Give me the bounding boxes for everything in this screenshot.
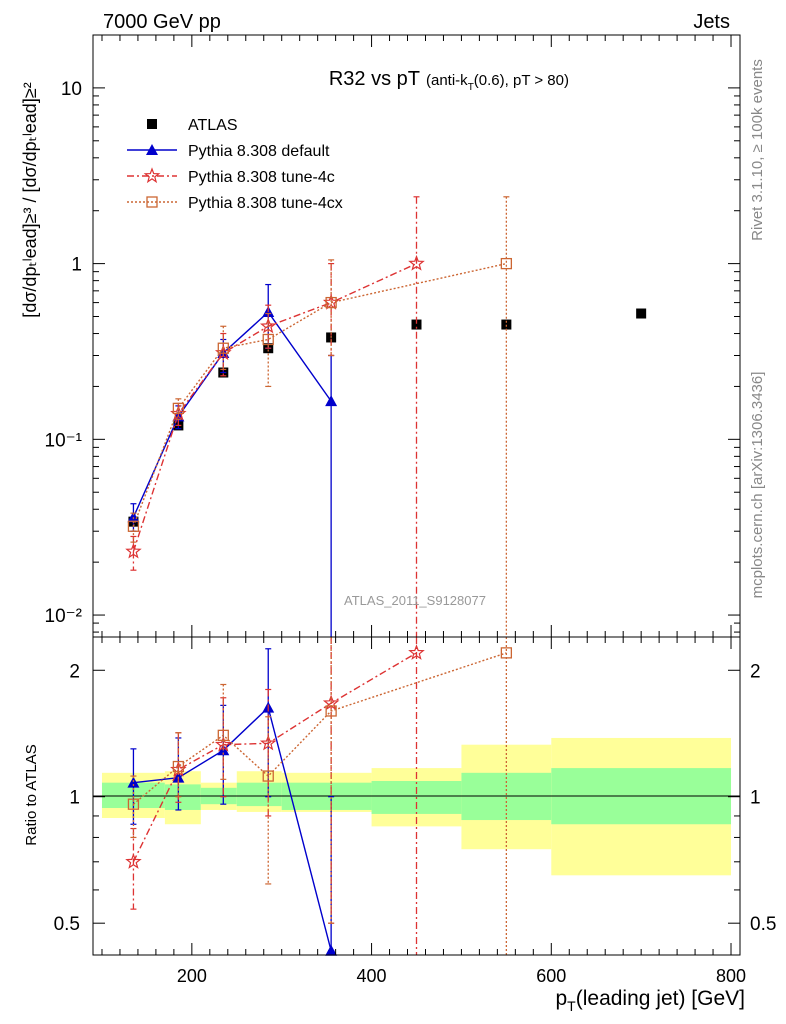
- pythia-8-308-tune-4c-line: [132, 262, 417, 552]
- x-tick-label: 200: [177, 966, 207, 986]
- band-inner-bin: [164, 784, 201, 810]
- ratio-y-tick-label-right: 0.5: [750, 914, 776, 935]
- x-axis-label-rest: (leading jet) [GeV]: [576, 987, 745, 1010]
- ratio-plot-series: [125, 637, 513, 956]
- plot-title-cut-suffix: (0.6), pT > 80): [474, 72, 569, 89]
- rivet-info: Rivet 3.1.10, ≥ 100k events: [749, 59, 766, 241]
- pythia-8-308-tune-4cx-point: [127, 520, 140, 532]
- ratio-y-tick-label-right: 2: [750, 661, 761, 682]
- header-right: Jets: [693, 11, 730, 33]
- main-y-tick-label: 10⁻¹: [45, 430, 83, 451]
- atlas-point: [501, 319, 512, 330]
- pythia-8-308-tune-4cx-point: [172, 760, 185, 773]
- ratio-y-tick-label-right: 1: [750, 788, 761, 809]
- pythia-8-308-tune-4c-legend-marker: [143, 167, 161, 184]
- pythia-8-308-tune-4cx-line: [132, 652, 507, 805]
- pythia-8-308-tune-4c-point: [125, 853, 142, 869]
- atlas-point: [411, 319, 422, 330]
- x-axis-label: pT(leading jet) [GeV]: [555, 987, 745, 1014]
- pythia-8-308-default-point: [325, 395, 338, 407]
- pythia-8-308-default-legend-marker: [146, 144, 158, 155]
- main-plot-series: [125, 196, 647, 637]
- pythia-8-308-tune-4cx-legend-label: Pythia 8.308 tune-4cx: [188, 195, 343, 212]
- ratio-y-axis-label: Ratio to ATLAS: [23, 744, 40, 845]
- atlas-legend-label: ATLAS: [188, 117, 238, 134]
- plot-title: R32 vs pT: [329, 68, 420, 90]
- pythia-8-308-tune-4c-point: [214, 735, 232, 752]
- legend: ATLAS Pythia 8.308 default Pythia 8.308 tu…: [127, 117, 343, 212]
- pythia-8-308-tune-4cx-point: [262, 770, 274, 782]
- pythia-8-308-tune-4cx-point: [217, 342, 229, 354]
- pythia-8-308-default-legend-label: Pythia 8.308 default: [188, 143, 330, 160]
- pythia-8-308-tune-4cx-point: [172, 402, 185, 415]
- pythia-8-308-tune-4c-point: [408, 644, 425, 660]
- pythia-8-308-tune-4cx-point: [325, 296, 337, 309]
- band-inner-bin: [236, 782, 282, 807]
- main-y-tick-label: 10⁻²: [45, 606, 83, 627]
- analysis-watermark: ATLAS_2011_S9128077: [344, 593, 486, 608]
- x-tick-label: 400: [357, 966, 387, 986]
- pythia-8-308-default-point: [127, 776, 140, 788]
- mcplots-info: mcplots.cern.ch [arXiv:1306.3436]: [749, 372, 766, 599]
- main-y-tick-label: 10: [61, 79, 82, 100]
- atlas-legend-marker: [147, 119, 157, 129]
- pythia-8-308-tune-4c-point: [125, 542, 142, 559]
- plot-title-cut-prefix: (anti-k: [426, 72, 468, 89]
- pythia-8-308-tune-4c-point: [259, 317, 277, 334]
- ratio-y-tick-label-left: 2: [69, 661, 80, 682]
- pythia-8-308-tune-4cx-point: [500, 647, 513, 659]
- ratio-y-tick-label-left: 1: [69, 788, 80, 809]
- pythia-8-308-tune-4cx-point: [325, 705, 337, 717]
- plot-title-cut: (anti-kT(0.6), pT > 80): [426, 72, 569, 93]
- pythia-8-308-default-point: [325, 944, 338, 956]
- axis-ticks: 200 400 600 800 10⁻² 10⁻¹ 1 10 0.5 0.5 1 1 2 2: [45, 34, 776, 986]
- ratio-plot-frame: [92, 636, 741, 956]
- pythia-8-308-default-line: [132, 311, 332, 518]
- pythia-8-308-tune-4cx-line: [132, 262, 507, 527]
- main-y-tick-label: 1: [71, 255, 82, 276]
- header-left: 7000 GeV pp: [103, 11, 221, 33]
- x-tick-label: 600: [536, 966, 566, 986]
- pythia-8-308-tune-4cx-point: [217, 729, 229, 741]
- x-axis-label-p: p: [555, 987, 567, 1010]
- atlas-point: [636, 308, 647, 319]
- pythia-8-308-tune-4cx-point: [262, 333, 274, 346]
- pythia-8-308-tune-4c-point: [408, 254, 425, 271]
- pythia-8-308-tune-4cx-point: [127, 798, 140, 810]
- ratio-y-tick-label-left: 0.5: [54, 914, 80, 935]
- pythia-8-308-tune-4cx-point: [500, 257, 513, 270]
- x-axis-label-sub: T: [567, 998, 576, 1014]
- pythia-8-308-tune-4cx-legend-marker: [146, 196, 158, 208]
- pythia-8-308-tune-4c-line: [132, 652, 417, 863]
- plot-title-cut-sub: T: [468, 82, 474, 93]
- x-tick-label: 800: [716, 966, 746, 986]
- pythia-8-308-tune-4c-legend-label: Pythia 8.308 tune-4c: [188, 169, 335, 186]
- pythia-8-308-default-point: [127, 511, 140, 523]
- main-y-axis-label: [dσ/dpₜˡead]≥³ / [dσ/dpₜˡead]≥²: [20, 82, 40, 317]
